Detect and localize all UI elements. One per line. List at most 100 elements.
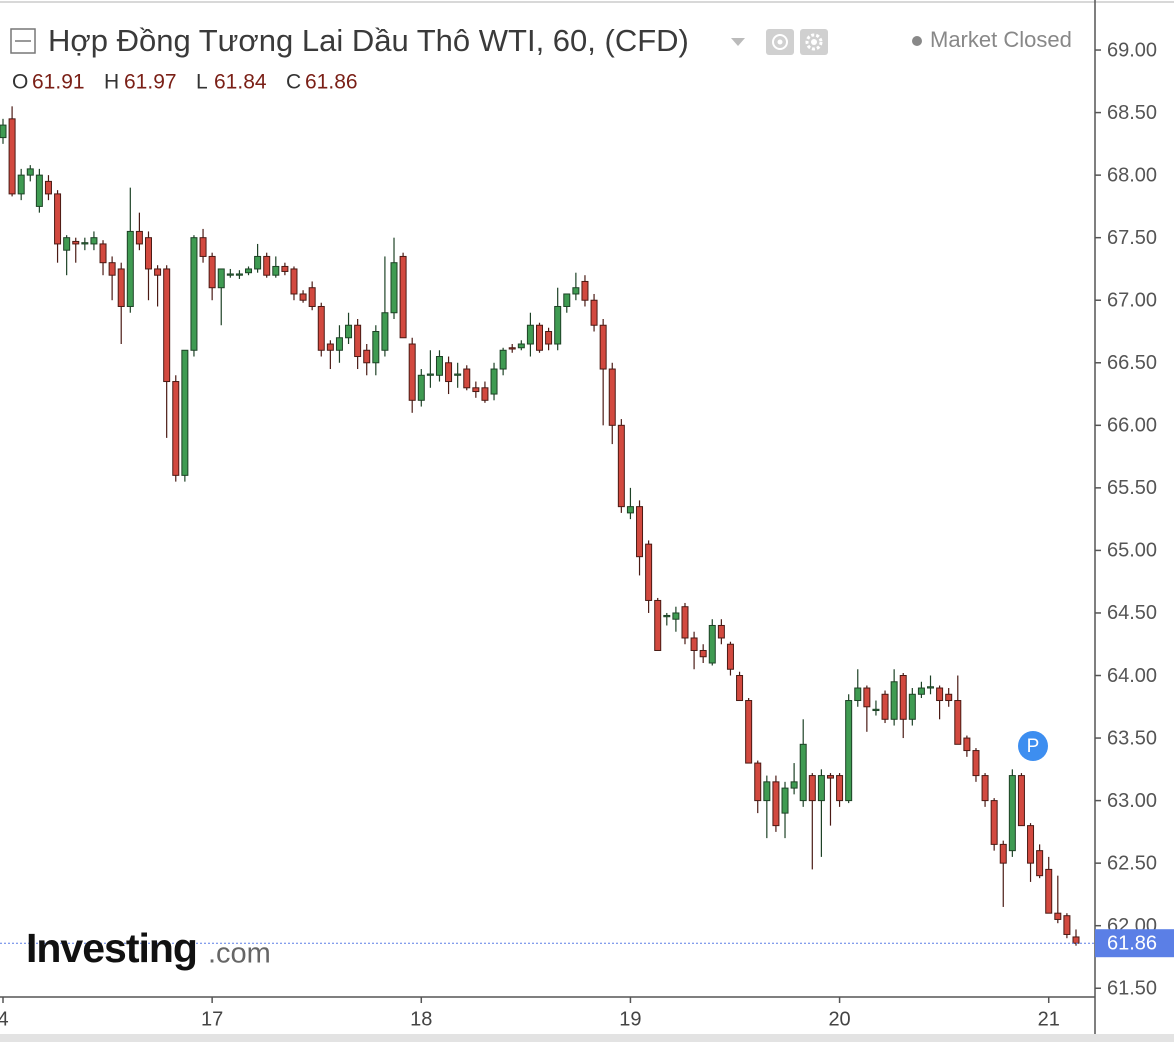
candle-body xyxy=(445,362,453,383)
candle-body xyxy=(90,237,98,245)
candle-body xyxy=(681,606,689,639)
candle-body xyxy=(1008,775,1016,852)
candle-body xyxy=(717,624,725,639)
market-status: Market Closed xyxy=(930,27,1072,52)
candle-body xyxy=(981,775,989,802)
candle-body xyxy=(754,762,762,802)
candle-body xyxy=(599,324,607,370)
ohlc-legend: O 61.91 H 61.97 L 61.84 C 61.86 xyxy=(12,71,358,94)
candle-body xyxy=(1027,825,1035,864)
candle-body xyxy=(581,280,589,301)
y-tick-label: 69.00 xyxy=(1107,39,1157,61)
y-tick-label: 65.50 xyxy=(1107,477,1157,499)
last-price-label: 61.86 xyxy=(1107,932,1157,954)
candle-body xyxy=(490,368,498,395)
y-tick-label: 68.00 xyxy=(1107,164,1157,186)
candle-body xyxy=(817,775,825,802)
ohlc-value: 61.84 xyxy=(214,71,267,94)
candle-body xyxy=(8,118,16,195)
candle-body xyxy=(972,750,980,777)
candle-body xyxy=(1072,936,1080,944)
ohlc-value: 61.97 xyxy=(124,71,177,94)
candle-body xyxy=(663,614,671,618)
candle-body xyxy=(536,324,543,351)
candle-body xyxy=(190,237,198,351)
y-tick-label: 67.50 xyxy=(1107,227,1157,249)
candle-body xyxy=(72,240,80,245)
ohlc-value: 61.91 xyxy=(32,71,85,94)
watermark: Investing .com xyxy=(26,925,271,971)
candle-body xyxy=(908,693,916,720)
header: Hợp Đồng Tương Lai Dầu Thô WTI, 60, (CFD… xyxy=(10,23,1072,94)
candle-body xyxy=(54,193,62,245)
candle-body xyxy=(626,506,634,514)
candle-body xyxy=(235,273,243,276)
candle-body xyxy=(417,374,425,401)
watermark-domain: .com xyxy=(208,938,271,970)
candle-body xyxy=(117,268,125,307)
eye-icon xyxy=(772,34,788,50)
candle-body xyxy=(890,681,898,720)
candle-body xyxy=(472,387,480,393)
candle-body xyxy=(799,743,807,802)
candle-body xyxy=(354,324,362,358)
candle-body xyxy=(863,687,871,708)
candle-body xyxy=(1063,915,1071,935)
candle-body xyxy=(1045,868,1053,914)
candle-body xyxy=(317,305,325,351)
candle-body xyxy=(163,268,171,383)
chart-title: Hợp Đồng Tương Lai Dầu Thô WTI, 60, (CFD… xyxy=(48,23,689,58)
dropdown-caret[interactable] xyxy=(731,38,745,46)
candle-body xyxy=(654,599,662,651)
candle-body xyxy=(44,180,52,195)
candle-body xyxy=(845,700,853,802)
y-tick-label: 63.50 xyxy=(1107,727,1157,749)
candle-body xyxy=(645,543,653,601)
gear-icon xyxy=(805,33,823,51)
candle-body xyxy=(435,356,443,376)
y-tick-label: 64.50 xyxy=(1107,602,1157,624)
candle-body xyxy=(854,687,862,702)
candle-body xyxy=(108,262,116,276)
candle-body xyxy=(990,800,998,845)
candle-body xyxy=(172,381,180,476)
candle-body xyxy=(299,293,307,301)
candle-body xyxy=(454,373,462,376)
candle-body xyxy=(736,675,744,702)
candle-body xyxy=(508,347,516,350)
candle-body xyxy=(208,255,216,289)
candle-body xyxy=(144,237,152,270)
candle-body xyxy=(808,775,816,802)
ohlc-label: C xyxy=(286,71,301,94)
watermark-brand: Investing xyxy=(26,925,197,971)
candle-body xyxy=(708,624,716,664)
candle-body xyxy=(326,343,334,351)
candle-body xyxy=(608,368,616,426)
candle-body xyxy=(590,299,598,326)
candle-body xyxy=(781,787,789,814)
candle-body xyxy=(17,174,25,195)
candle-body xyxy=(772,781,780,827)
candle-body xyxy=(517,343,525,349)
candle-body xyxy=(726,643,734,670)
candle-body xyxy=(408,343,416,401)
candle-body xyxy=(345,324,353,339)
ohlc-label: L xyxy=(196,71,208,94)
eye-pupil xyxy=(777,39,783,45)
badge[interactable] xyxy=(1018,731,1048,761)
candle-body xyxy=(745,700,753,764)
candle-body xyxy=(699,649,707,658)
candle-body xyxy=(308,287,316,307)
candle-body xyxy=(826,775,834,779)
candle-body xyxy=(927,686,935,689)
x-tick-label: 19 xyxy=(619,1008,641,1030)
candle-body xyxy=(963,737,971,752)
candle-body xyxy=(135,230,143,245)
candle-body xyxy=(335,337,343,351)
candle-body xyxy=(999,843,1007,864)
candle-body xyxy=(945,693,953,702)
plot-area xyxy=(0,106,1095,946)
ohlc-value: 61.86 xyxy=(305,71,358,94)
candle-body xyxy=(836,775,844,802)
